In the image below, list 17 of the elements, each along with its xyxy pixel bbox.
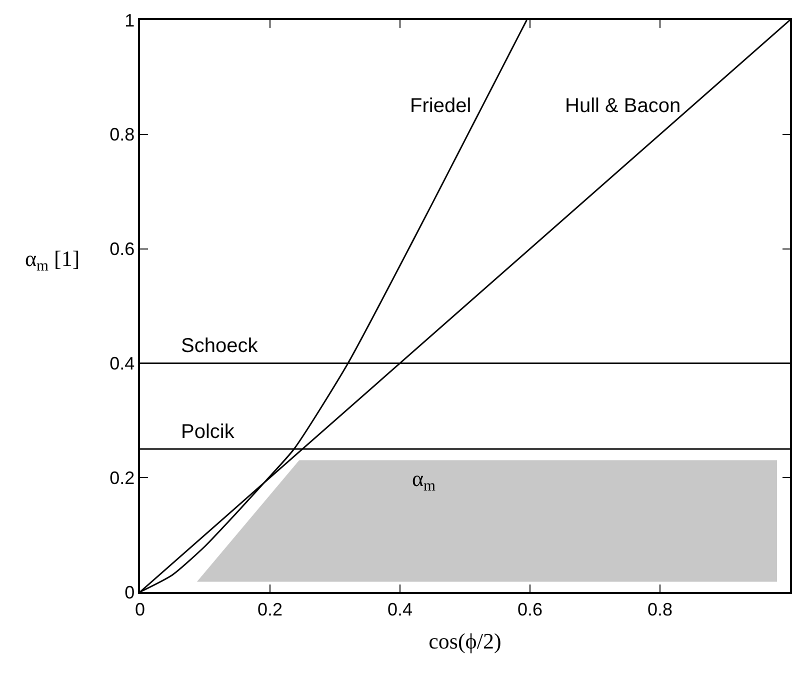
x-tick-label: 0.2 [257,599,283,620]
series-label: α$_{m}$ [412,466,436,495]
y-tick-label: 0.2 [110,468,135,488]
y-tick-label: 0.6 [110,239,135,260]
y-tick-label: 0.8 [110,124,135,145]
x-axis-title: cos(ϕ/2) [428,628,502,654]
series-label: Hull & Bacon [565,95,681,117]
ref-line-label: Polcik [181,421,236,443]
x-tick-label: 0.4 [387,599,413,620]
y-tick-label: 0 [124,582,135,602]
y-tick-label: 1 [124,10,135,30]
ref-line-label: Schoeck [181,335,259,357]
y-axis-title: α$_{m}$ [1] [25,246,80,275]
y-tick-label: 0.4 [110,354,135,374]
series-label: Friedel [410,95,472,117]
x-tick-label: 0.8 [647,599,673,620]
x-tick-label: 0.6 [517,599,543,620]
